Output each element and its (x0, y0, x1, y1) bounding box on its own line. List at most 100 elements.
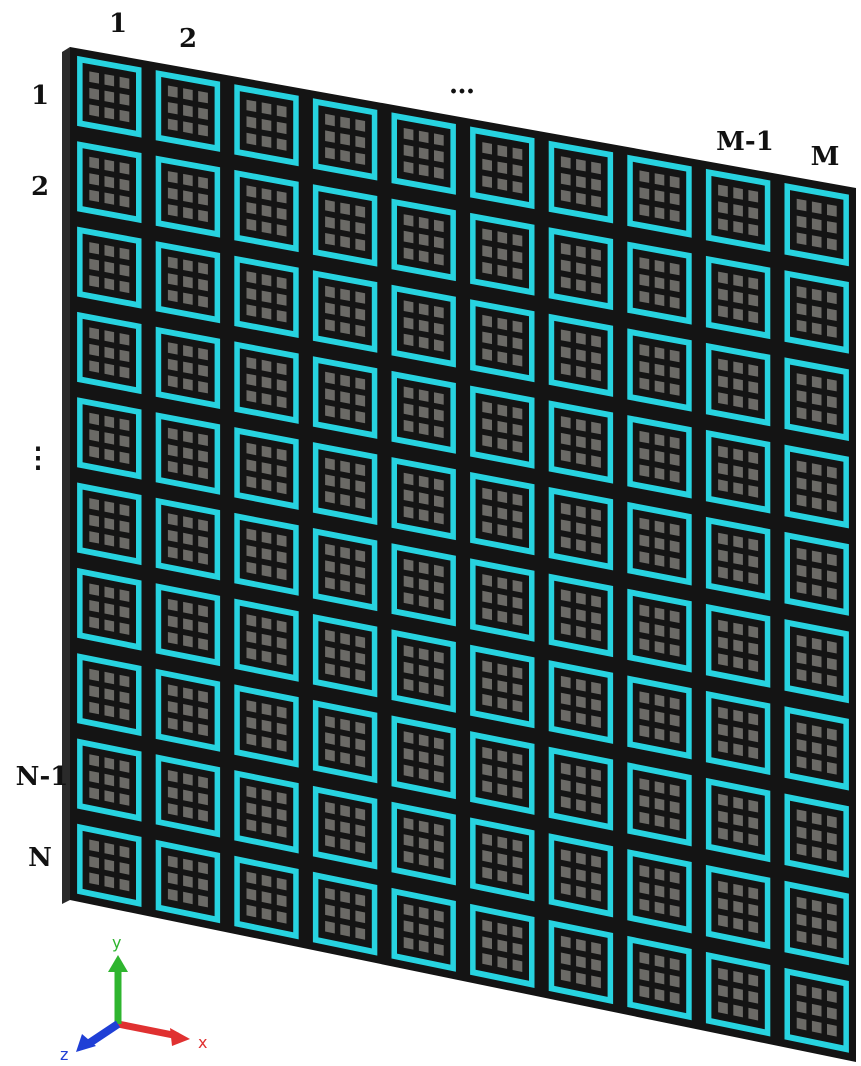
array-element-r1-c1-pad-1-2 (104, 74, 115, 87)
array-element-r10-c7-pad-3-3 (591, 975, 601, 989)
array-element-r10-c2-pad-3-1 (167, 888, 178, 902)
array-element-r7-c3-pad-2-1 (246, 630, 257, 644)
array-element-r5-c2-pad-1-3 (198, 433, 208, 446)
array-element-r4-c8-pad-1-2 (654, 433, 665, 447)
array-element-r6-c6-pad-2-2 (497, 593, 508, 607)
array-element-r5-c6-pad-2-3 (512, 510, 523, 523)
array-element-r1-c5-pad-1-3 (434, 133, 444, 146)
array-element-r2-c7-pad-3-2 (576, 279, 586, 292)
array-element-r7-c5-pad-3-1 (403, 678, 414, 691)
array-element-r6-c7-pad-1-1 (560, 589, 571, 602)
array-element-r1-c6-pad-2-1 (482, 158, 492, 172)
array-element-r5-c2-pad-1-1 (167, 427, 178, 441)
array-element-r8-c1-pad-2-3 (119, 691, 130, 704)
array-element-r1-c1-pad-2-2 (104, 90, 115, 103)
array-element-r2-c2-pad-2-3 (198, 193, 208, 206)
array-element-r2-c9-pad-3-2 (733, 308, 743, 321)
y-axis-arrowhead (108, 955, 128, 972)
array-element-r8-c7-pad-3-1 (560, 796, 571, 809)
array-element-r4-c7-pad-3-1 (560, 449, 571, 463)
array-element-r4-c5-pad-3-1 (403, 419, 414, 433)
array-element-r3-c9-pad-2-1 (718, 375, 728, 388)
array-element-r7-c7-pad-2-3 (591, 698, 601, 712)
array-element-r7-c3-pad-3-3 (276, 653, 287, 666)
array-element-r4-c8-pad-1-3 (669, 436, 680, 450)
array-element-r8-c3-pad-3-2 (261, 736, 272, 749)
array-element-r5-c2-pad-3-3 (198, 466, 208, 480)
array-element-r7-c3-pad-2-3 (276, 636, 287, 650)
array-element-r7-c2-pad-2-2 (183, 618, 193, 631)
array-element-r2-c9-pad-1-3 (748, 277, 759, 290)
array-element-r8-c9-pad-2-1 (718, 810, 728, 824)
array-element-r4-c1-pad-3-3 (119, 366, 130, 379)
array-element-r1-c6-pad-1-3 (512, 147, 523, 160)
array-element-r4-c1-pad-2-3 (119, 349, 130, 362)
array-element-r9-c4-pad-1-3 (355, 807, 366, 821)
array-element-r5-c10-pad-2-3 (827, 570, 837, 583)
array-element-r2-c10-pad-3-2 (811, 322, 822, 335)
row-label-vertical-ellipsis: ⋮ (24, 441, 52, 474)
array-element-r5-c1-pad-3-3 (119, 451, 130, 464)
array-element-r2-c8-pad-1-2 (654, 260, 665, 273)
array-element-r4-c8-pad-3-2 (654, 467, 665, 480)
array-element-r10-c6-pad-3-1 (482, 953, 492, 966)
array-element-r2-c1-pad-2-2 (104, 176, 115, 189)
array-element-r8-c1-pad-3-3 (119, 707, 130, 721)
array-element-r1-c10-pad-1-3 (827, 204, 837, 217)
array-element-r2-c2-pad-1-1 (167, 171, 178, 184)
array-element-r1-c9-pad-1-1 (718, 184, 728, 198)
array-element-r8-c2-pad-2-3 (198, 707, 208, 720)
array-element-r8-c6-pad-2-3 (512, 769, 523, 783)
array-element-r3-c5-pad-3-1 (403, 333, 414, 347)
array-element-r3-c10-pad-1-3 (827, 378, 837, 392)
array-element-r9-c10-pad-3-3 (827, 936, 837, 950)
array-element-r8-c4-pad-1-2 (340, 718, 350, 732)
array-element-r4-c5-pad-2-3 (434, 408, 444, 422)
array-element-r10-c1-pad-2-1 (89, 856, 99, 869)
array-element-r9-c10-pad-3-2 (811, 933, 822, 947)
array-element-r2-c6-pad-1-2 (497, 231, 508, 244)
array-element-r3-c8-pad-3-3 (669, 383, 680, 396)
array-element-r8-c8-pad-3-2 (654, 814, 665, 828)
array-element-r6-c7-pad-1-2 (576, 592, 586, 605)
array-element-r2-c4-pad-3-3 (355, 238, 366, 251)
array-element-r8-c8-pad-2-3 (669, 801, 680, 814)
array-element-r10-c1-pad-1-1 (89, 839, 99, 852)
array-element-r3-c7-pad-3-2 (576, 365, 586, 379)
array-element-r10-c7-pad-3-2 (576, 972, 586, 986)
array-element-r9-c5-pad-2-1 (403, 834, 414, 847)
array-element-r1-c3-pad-1-1 (246, 99, 257, 112)
array-element-r6-c4-pad-1-2 (340, 546, 350, 560)
array-element-r7-c1-pad-1-2 (104, 586, 115, 599)
array-element-r7-c4-pad-2-3 (355, 652, 366, 665)
array-element-r10-c9-pad-3-1 (718, 1001, 728, 1015)
array-element-r7-c5-pad-3-2 (418, 681, 429, 694)
array-element-r1-c8-pad-2-3 (669, 192, 680, 206)
array-element-r10-c5-pad-1-2 (418, 906, 429, 920)
array-element-r8-c8-pad-3-3 (669, 817, 680, 831)
array-element-r2-c7-pad-3-1 (560, 276, 571, 289)
array-element-r5-c5-pad-1-2 (418, 475, 429, 489)
array-element-r7-c3-pad-1-3 (276, 620, 287, 633)
array-element-r6-c9-pad-2-1 (718, 636, 728, 650)
array-element-r10-c3-pad-3-1 (246, 904, 257, 918)
array-element-r2-c8-pad-3-3 (669, 296, 680, 309)
array-element-r10-c3-pad-1-1 (246, 871, 257, 885)
array-element-r9-c6-pad-2-1 (482, 850, 492, 863)
array-element-r8-c8-pad-3-1 (639, 811, 650, 825)
array-element-r10-c7-pad-2-2 (576, 955, 586, 969)
array-element-r7-c4-pad-1-2 (340, 632, 350, 646)
array-element-r8-c4-pad-2-3 (355, 738, 366, 751)
array-element-r7-c8-pad-1-2 (654, 694, 665, 707)
array-element-r6-c1-pad-2-1 (89, 514, 99, 527)
array-element-r5-c5-pad-3-3 (434, 511, 444, 525)
array-element-r9-c8-pad-1-3 (669, 871, 680, 884)
array-element-r4-c1-pad-1-3 (119, 333, 130, 346)
array-element-r10-c4-pad-3-2 (340, 924, 350, 937)
array-element-r7-c10-pad-3-2 (811, 758, 822, 772)
array-element-r2-c5-pad-2-2 (418, 233, 429, 246)
array-element-r8-c10-pad-1-1 (796, 809, 807, 823)
array-element-r8-c9-pad-2-3 (748, 816, 759, 830)
array-element-r10-c4-pad-3-3 (355, 927, 366, 940)
array-element-r7-c7-pad-3-2 (576, 712, 586, 725)
